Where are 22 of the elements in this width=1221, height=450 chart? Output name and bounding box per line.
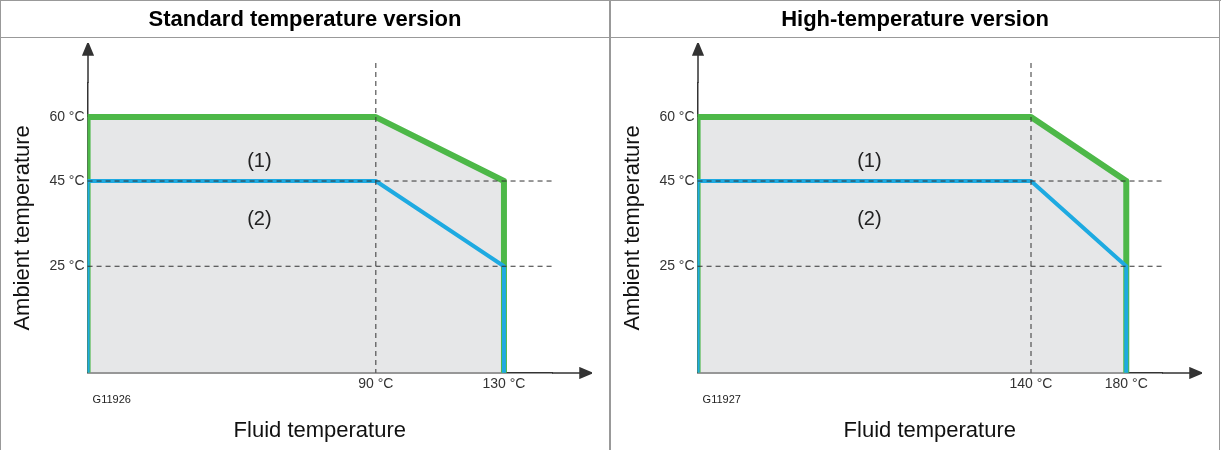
y-tick-label: 45 °C bbox=[49, 171, 85, 188]
y-axis-title: Ambient temperature bbox=[619, 125, 645, 331]
x-tick-label: 140 °C bbox=[1009, 375, 1053, 392]
text: G11926 bbox=[92, 393, 131, 406]
x-tick-label: 180 °C bbox=[1104, 375, 1148, 392]
annotation: (2) bbox=[247, 206, 272, 229]
y-tick-label: 60 °C bbox=[49, 107, 85, 124]
x-axis-title: Fluid temperature bbox=[233, 416, 406, 442]
chart-title: High-temperature version bbox=[611, 1, 1219, 38]
y-tick-label: 45 °C bbox=[659, 171, 695, 188]
x-tick-label: 130 °C bbox=[482, 375, 526, 392]
y-axis-title: Ambient temperature bbox=[9, 125, 35, 331]
y-tick-label: 25 °C bbox=[49, 257, 85, 274]
chart-title: Standard temperature version bbox=[1, 1, 609, 38]
annotation: (2) bbox=[857, 206, 882, 229]
y-tick-label: 60 °C bbox=[659, 107, 695, 124]
x-axis-title: Fluid temperature bbox=[843, 416, 1016, 442]
text: G11927 bbox=[702, 393, 741, 406]
y-tick-label: 25 °C bbox=[659, 257, 695, 274]
x-tick-label: 90 °C bbox=[358, 375, 394, 392]
annotation: (1) bbox=[857, 148, 882, 171]
annotation: (1) bbox=[247, 148, 272, 171]
